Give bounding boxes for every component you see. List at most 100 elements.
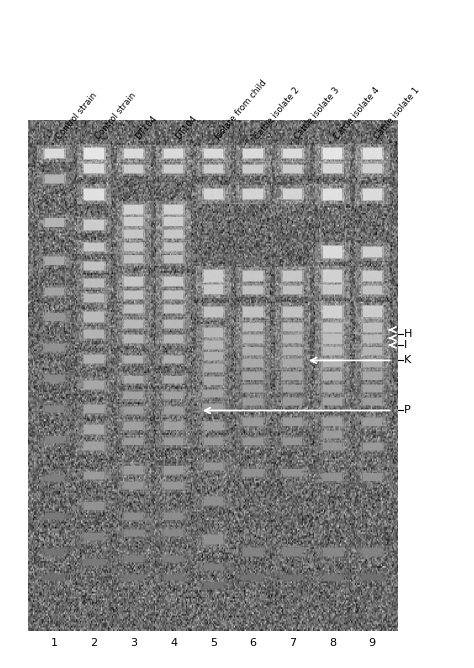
- Bar: [244, 438, 263, 445]
- Bar: [37, 254, 72, 268]
- Bar: [355, 369, 390, 383]
- Bar: [196, 401, 231, 414]
- Bar: [244, 359, 263, 367]
- Bar: [323, 431, 342, 438]
- Bar: [77, 468, 111, 482]
- Bar: [323, 323, 342, 332]
- Bar: [204, 189, 223, 200]
- Bar: [355, 144, 390, 162]
- Bar: [162, 305, 185, 314]
- Bar: [117, 572, 151, 582]
- Bar: [283, 307, 302, 317]
- Bar: [122, 482, 146, 490]
- Bar: [84, 425, 104, 434]
- Bar: [77, 144, 111, 162]
- Bar: [162, 335, 185, 343]
- Bar: [124, 466, 144, 474]
- Bar: [82, 380, 106, 389]
- Bar: [77, 556, 111, 568]
- Bar: [363, 548, 382, 556]
- Bar: [236, 395, 270, 407]
- Bar: [124, 205, 144, 214]
- Bar: [244, 271, 263, 281]
- Bar: [84, 164, 104, 174]
- Bar: [84, 472, 104, 479]
- Bar: [236, 331, 270, 346]
- Bar: [77, 259, 111, 273]
- Bar: [84, 262, 104, 270]
- Bar: [315, 395, 350, 407]
- Bar: [156, 435, 191, 448]
- Bar: [283, 385, 302, 392]
- Bar: [117, 419, 151, 433]
- Bar: [156, 572, 191, 582]
- Bar: [162, 482, 185, 490]
- Bar: [202, 437, 225, 446]
- Bar: [45, 288, 64, 295]
- Bar: [196, 387, 231, 400]
- Bar: [315, 415, 350, 429]
- Bar: [204, 271, 223, 282]
- Bar: [82, 261, 106, 271]
- Bar: [156, 553, 191, 564]
- Bar: [45, 257, 64, 265]
- Bar: [82, 242, 106, 252]
- Bar: [162, 529, 185, 537]
- Bar: [164, 217, 183, 226]
- Bar: [202, 285, 225, 295]
- Bar: [156, 253, 191, 266]
- Bar: [196, 460, 231, 473]
- Bar: [281, 306, 304, 318]
- Bar: [321, 346, 344, 356]
- Bar: [355, 440, 390, 453]
- Bar: [275, 572, 310, 582]
- Bar: [117, 404, 151, 417]
- Bar: [43, 548, 66, 556]
- Bar: [162, 422, 185, 430]
- Bar: [124, 230, 144, 238]
- Bar: [124, 217, 144, 226]
- Bar: [122, 422, 146, 430]
- Bar: [204, 497, 223, 505]
- Bar: [202, 376, 225, 385]
- Bar: [84, 148, 104, 158]
- Bar: [242, 322, 264, 332]
- Bar: [117, 332, 151, 346]
- Bar: [124, 530, 144, 536]
- Bar: [323, 548, 342, 556]
- Bar: [244, 189, 263, 200]
- Bar: [164, 466, 183, 474]
- Bar: [275, 415, 310, 429]
- Bar: [164, 407, 183, 414]
- Bar: [242, 270, 264, 283]
- Bar: [162, 290, 185, 300]
- Bar: [117, 226, 151, 241]
- Text: DT104: DT104: [134, 114, 159, 141]
- Bar: [361, 442, 384, 450]
- Bar: [281, 347, 304, 356]
- Bar: [202, 363, 225, 373]
- Bar: [355, 395, 390, 407]
- Bar: [361, 384, 384, 393]
- Bar: [122, 574, 146, 581]
- Bar: [244, 548, 263, 556]
- Text: 7: 7: [289, 638, 296, 648]
- Bar: [283, 397, 302, 405]
- Bar: [156, 404, 191, 417]
- Bar: [202, 352, 225, 361]
- Bar: [361, 270, 384, 283]
- Bar: [202, 564, 225, 571]
- Bar: [363, 574, 382, 580]
- Bar: [162, 512, 185, 520]
- Bar: [283, 372, 302, 379]
- Bar: [236, 162, 270, 176]
- Bar: [162, 204, 185, 215]
- Bar: [45, 405, 64, 412]
- Bar: [355, 344, 390, 358]
- Bar: [196, 282, 231, 298]
- Bar: [321, 269, 344, 283]
- Bar: [196, 562, 231, 573]
- Bar: [323, 347, 342, 355]
- Bar: [355, 319, 390, 335]
- Bar: [82, 442, 106, 451]
